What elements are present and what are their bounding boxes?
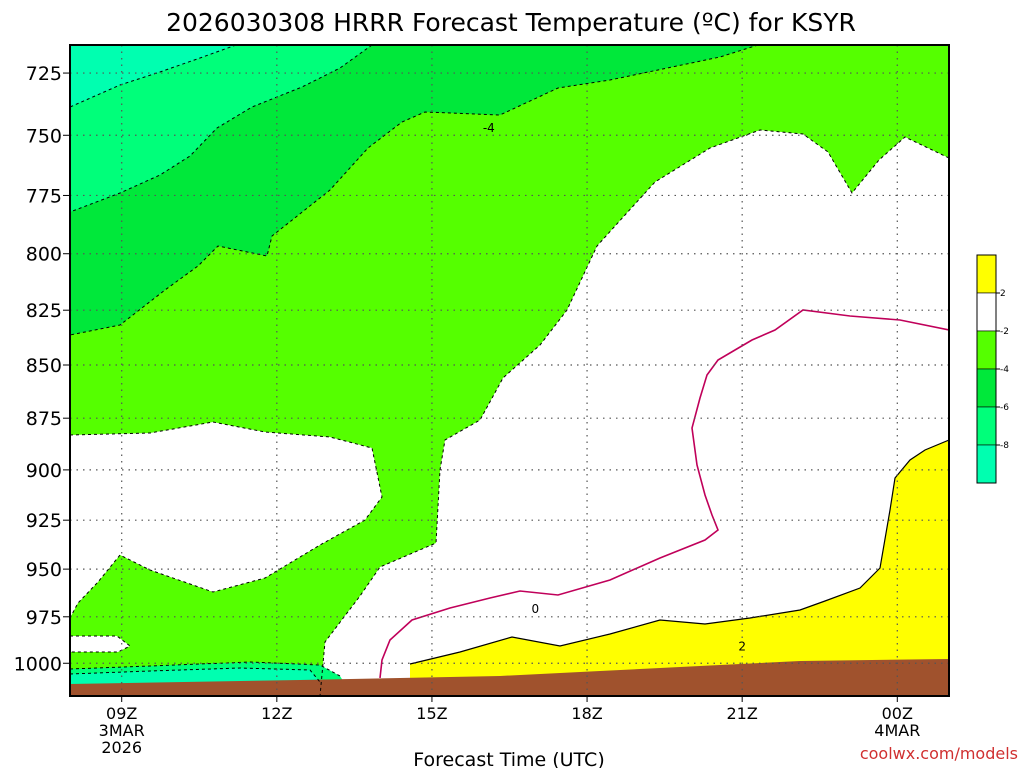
contour-label: 0: [532, 602, 540, 616]
legend-swatch: [976, 368, 997, 408]
x-tick-label: 12Z: [261, 704, 292, 723]
legend-label: -2: [1000, 327, 1009, 337]
x-tick-label: 21Z: [727, 704, 758, 723]
contour-0: [379, 309, 949, 679]
contour-label-background: [734, 638, 751, 653]
y-tick-label: 975: [26, 607, 62, 629]
contour-label: -4: [483, 121, 495, 135]
x-tick-label: 2026: [101, 738, 142, 757]
y-tick-label: 825: [26, 300, 62, 322]
y-tick-label: 850: [26, 355, 62, 377]
y-tick-label: 950: [26, 559, 62, 581]
contour-label: 2: [738, 640, 746, 654]
region-2-to-4: [410, 440, 949, 680]
y-tick-label: 750: [26, 125, 62, 147]
contour-minus-2: [319, 129, 949, 696]
contour-label-background: [480, 119, 497, 134]
contour-minus-6: [70, 45, 373, 213]
y-tick-label: 775: [26, 185, 62, 207]
contour-label-background: [527, 601, 544, 616]
region-minus-6-to-minus-8: [70, 45, 372, 212]
legend-label: -4: [1000, 365, 1009, 375]
chart-title: 2026030308 HRRR Forecast Temperature (ºC…: [166, 8, 856, 37]
contour-2: [409, 439, 949, 665]
y-tick-label: 725: [26, 63, 62, 85]
credit-text: coolwx.com/models: [860, 744, 1018, 763]
contour-minus-4: [70, 45, 759, 336]
x-tick-label: 4MAR: [874, 721, 920, 740]
x-tick-label: 18Z: [571, 704, 602, 723]
x-tick-label: 00Z: [882, 704, 913, 723]
legend-swatch: [976, 444, 997, 484]
legend-swatch: [976, 406, 997, 446]
plot-frame: [69, 44, 950, 697]
x-tick-label: 09Z: [106, 704, 137, 723]
region-minus-4-to-minus-6: [70, 45, 758, 335]
y-tick-label: 875: [26, 408, 62, 430]
legend-swatch: [976, 330, 997, 370]
y-tick-label: 900: [26, 460, 62, 482]
x-tick-label: 15Z: [416, 704, 447, 723]
contour-surface-cold-b: [70, 667, 321, 683]
legend-swatch: [976, 254, 997, 294]
contour-minus-8: [70, 45, 237, 108]
contour-minus-2-upper-pocket: [70, 421, 383, 619]
y-tick-label: 800: [26, 244, 62, 266]
legend-label: -8: [1000, 441, 1009, 451]
x-axis-label: Forecast Time (UTC): [413, 749, 604, 768]
ground: [70, 659, 949, 696]
region-near-surface-white: [70, 636, 130, 652]
legend-label: -6: [1000, 403, 1009, 413]
y-tick-label: 1000: [14, 653, 62, 675]
legend-label: 2: [1000, 289, 1006, 299]
y-tick-label: 925: [26, 510, 62, 532]
contour-minus-2-lower-pocket: [70, 635, 131, 653]
contour-surface-cold-a: [70, 661, 341, 677]
x-tick-label: 3MAR: [99, 721, 145, 740]
region-minus-8-to-minus-10: [70, 45, 236, 107]
legend-swatch: [976, 292, 997, 332]
